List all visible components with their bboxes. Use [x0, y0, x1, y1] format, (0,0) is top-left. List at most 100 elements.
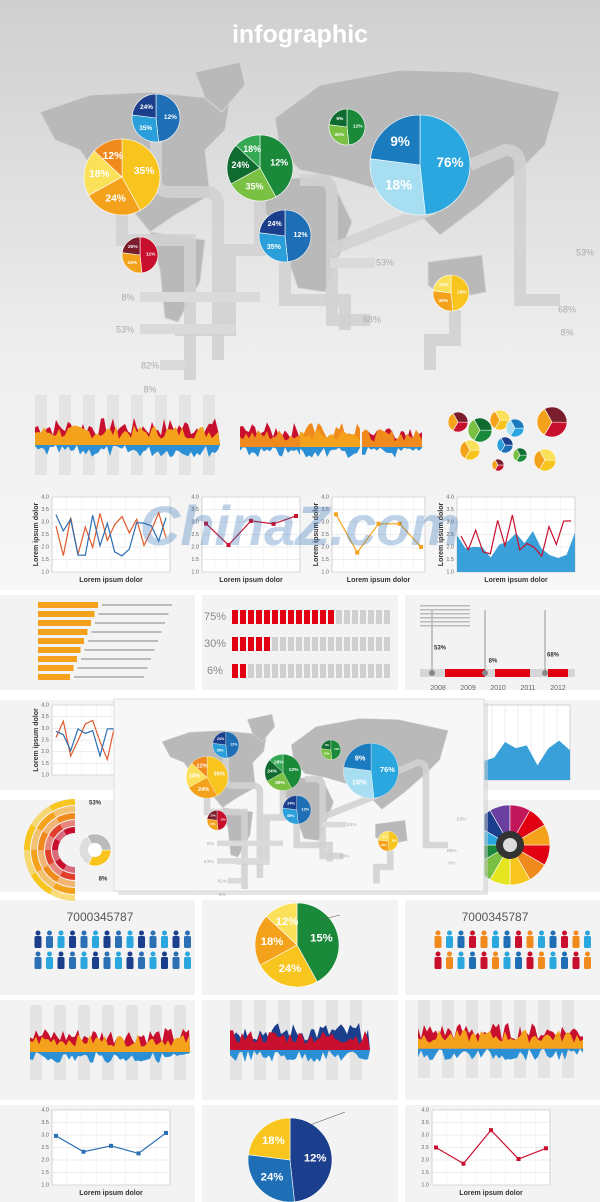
x-axis-label: Lorem ipsum dolor — [79, 1190, 143, 1197]
gauge-cell — [360, 664, 366, 678]
person-head — [70, 930, 75, 936]
population-label: 7000345787 — [67, 910, 134, 924]
gauge-cell — [248, 664, 254, 678]
callout-bar — [330, 258, 375, 268]
person-head — [447, 930, 452, 936]
pie-label: 24% — [279, 963, 302, 975]
person-head — [58, 930, 64, 936]
person-body — [457, 936, 465, 948]
marker-dot — [482, 670, 488, 676]
wave-area — [418, 1029, 583, 1049]
pie-slice — [370, 743, 399, 799]
gauge-cell — [344, 610, 350, 624]
gauge-cell — [296, 637, 302, 651]
pie-label: 18% — [89, 169, 110, 180]
year-label: 2012 — [550, 685, 566, 692]
pie-label: 18% — [391, 839, 397, 843]
pie-label: 18% — [352, 777, 367, 786]
callout-bar — [140, 292, 260, 302]
callout-label: 68% — [558, 304, 576, 314]
gauge-cell — [328, 610, 334, 624]
y-tick-label: 1.0 — [41, 1182, 49, 1188]
radial-segment — [55, 858, 67, 870]
person-body — [161, 936, 168, 948]
pie-slice — [139, 236, 159, 274]
person-body — [115, 957, 122, 969]
pie-slice — [369, 158, 426, 216]
person-head — [527, 930, 533, 936]
person-body — [434, 957, 442, 969]
person-head — [458, 930, 464, 936]
pie-label: 35% — [324, 752, 330, 756]
pie-slice — [247, 1117, 291, 1161]
wave-area — [362, 447, 422, 458]
timeline-segment — [445, 669, 485, 677]
marker-dot — [542, 670, 548, 676]
pie-slice — [284, 209, 312, 263]
person-head — [504, 930, 510, 936]
pie-label: 35% — [214, 772, 225, 778]
pie-slice — [320, 739, 332, 751]
gauge-cell — [344, 637, 350, 651]
pie-label: 24% — [261, 1172, 284, 1184]
gauge-cell — [256, 610, 262, 624]
year-label: 2009 — [460, 685, 476, 692]
pie-slice — [500, 436, 514, 446]
person-body — [526, 936, 534, 948]
radial-segment — [53, 882, 76, 894]
person-head — [550, 951, 556, 957]
y-tick-label: 2.5 — [41, 737, 49, 743]
point — [164, 1130, 168, 1135]
pie-slice — [93, 138, 123, 178]
person-head — [573, 951, 579, 957]
pie-slice — [226, 144, 261, 185]
point — [109, 1143, 113, 1148]
pie-slice — [419, 114, 471, 216]
radial-segment — [36, 811, 57, 832]
callout-label: 53% — [204, 859, 214, 865]
person-body — [92, 936, 99, 948]
pie-label: 20% — [128, 244, 138, 250]
gauge-cell — [336, 610, 342, 624]
person-body — [480, 957, 488, 969]
radial-segment — [52, 838, 61, 851]
pie-label: 24% — [105, 194, 126, 205]
callout-label: 53% — [347, 822, 357, 828]
pie-slice — [206, 756, 229, 796]
person-body — [149, 957, 157, 969]
content: 12%35%24%35%24%18%12%11%15%20%12%35%24%1… — [0, 61, 600, 1202]
radial-segment — [42, 817, 60, 835]
gauge-cell — [312, 610, 318, 624]
gauge-cell — [376, 664, 382, 678]
pie-slice — [289, 1117, 333, 1202]
pie-label: 35% — [139, 125, 152, 132]
year-label: 2010 — [490, 685, 506, 692]
gauge-cell — [280, 637, 286, 651]
person-body — [572, 936, 580, 948]
radial-segment — [38, 849, 49, 869]
person-head — [127, 930, 133, 936]
bar — [38, 602, 98, 608]
pie-label: 35% — [334, 132, 344, 138]
gauge-cell — [248, 637, 254, 651]
person-body — [515, 936, 522, 948]
person-head — [162, 951, 167, 957]
callout-label: 8% — [121, 292, 134, 302]
pie-slice — [473, 417, 493, 431]
gauge-label: 30% — [204, 638, 226, 650]
point — [397, 521, 402, 526]
text-line — [74, 676, 144, 678]
person-body — [184, 957, 191, 969]
pie-label: 12% — [196, 763, 207, 769]
pie-label: 12% — [439, 282, 449, 288]
pie-slice — [296, 795, 312, 825]
pie-slice — [328, 124, 350, 146]
pie-slice — [121, 138, 161, 211]
gauge-cell — [352, 637, 358, 651]
radial-segment — [31, 828, 43, 851]
y-tick-label: 3.5 — [421, 1120, 429, 1126]
pie-label: 18% — [261, 936, 284, 948]
pie-label: 18% — [262, 1135, 285, 1147]
pie-slice — [155, 93, 181, 143]
person-body — [46, 936, 53, 948]
